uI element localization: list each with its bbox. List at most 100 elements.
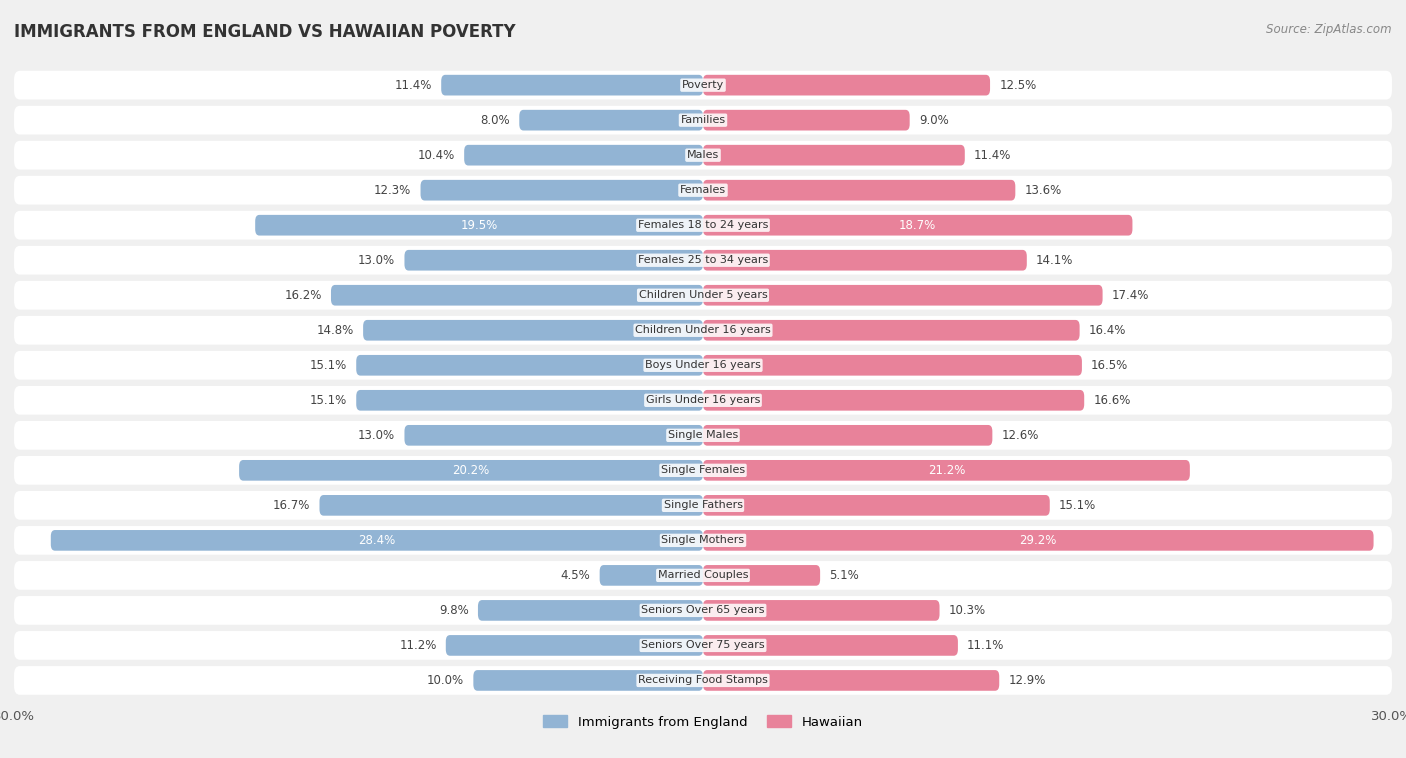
Text: 13.0%: 13.0% [359, 254, 395, 267]
FancyBboxPatch shape [14, 491, 1392, 520]
Text: 11.4%: 11.4% [395, 79, 432, 92]
FancyBboxPatch shape [14, 246, 1392, 274]
Text: 29.2%: 29.2% [1019, 534, 1057, 547]
FancyBboxPatch shape [14, 561, 1392, 590]
FancyBboxPatch shape [446, 635, 703, 656]
Text: 17.4%: 17.4% [1112, 289, 1149, 302]
FancyBboxPatch shape [14, 281, 1392, 309]
Text: IMMIGRANTS FROM ENGLAND VS HAWAIIAN POVERTY: IMMIGRANTS FROM ENGLAND VS HAWAIIAN POVE… [14, 23, 516, 41]
Text: 20.2%: 20.2% [453, 464, 489, 477]
FancyBboxPatch shape [14, 526, 1392, 555]
FancyBboxPatch shape [239, 460, 703, 481]
FancyBboxPatch shape [14, 421, 1392, 449]
FancyBboxPatch shape [703, 495, 1050, 515]
Text: Females 18 to 24 years: Females 18 to 24 years [638, 221, 768, 230]
FancyBboxPatch shape [363, 320, 703, 340]
FancyBboxPatch shape [703, 75, 990, 96]
Text: 11.4%: 11.4% [974, 149, 1011, 161]
Text: 16.2%: 16.2% [284, 289, 322, 302]
Text: 12.9%: 12.9% [1008, 674, 1046, 687]
FancyBboxPatch shape [703, 390, 1084, 411]
Text: 19.5%: 19.5% [461, 219, 498, 232]
FancyBboxPatch shape [519, 110, 703, 130]
Text: 16.7%: 16.7% [273, 499, 311, 512]
Text: Boys Under 16 years: Boys Under 16 years [645, 360, 761, 370]
FancyBboxPatch shape [356, 355, 703, 376]
Text: 13.6%: 13.6% [1025, 183, 1062, 196]
FancyBboxPatch shape [703, 250, 1026, 271]
FancyBboxPatch shape [703, 110, 910, 130]
Text: 13.0%: 13.0% [359, 429, 395, 442]
Text: Seniors Over 65 years: Seniors Over 65 years [641, 606, 765, 615]
Text: Females 25 to 34 years: Females 25 to 34 years [638, 255, 768, 265]
FancyBboxPatch shape [703, 355, 1083, 376]
FancyBboxPatch shape [703, 285, 1102, 305]
Legend: Immigrants from England, Hawaiian: Immigrants from England, Hawaiian [538, 709, 868, 734]
FancyBboxPatch shape [464, 145, 703, 165]
FancyBboxPatch shape [14, 316, 1392, 345]
FancyBboxPatch shape [441, 75, 703, 96]
Text: 12.3%: 12.3% [374, 183, 412, 196]
Text: Receiving Food Stamps: Receiving Food Stamps [638, 675, 768, 685]
FancyBboxPatch shape [474, 670, 703, 691]
FancyBboxPatch shape [14, 106, 1392, 134]
FancyBboxPatch shape [14, 631, 1392, 659]
Text: 14.8%: 14.8% [316, 324, 354, 337]
Text: Single Mothers: Single Mothers [661, 535, 745, 545]
Text: 10.0%: 10.0% [427, 674, 464, 687]
Text: 12.6%: 12.6% [1001, 429, 1039, 442]
FancyBboxPatch shape [703, 530, 1374, 551]
Text: 9.8%: 9.8% [439, 604, 468, 617]
FancyBboxPatch shape [14, 666, 1392, 695]
FancyBboxPatch shape [14, 141, 1392, 170]
Text: Single Males: Single Males [668, 431, 738, 440]
Text: 12.5%: 12.5% [1000, 79, 1036, 92]
FancyBboxPatch shape [405, 250, 703, 271]
FancyBboxPatch shape [330, 285, 703, 305]
Text: 11.1%: 11.1% [967, 639, 1004, 652]
Text: Males: Males [688, 150, 718, 160]
FancyBboxPatch shape [405, 425, 703, 446]
Text: Children Under 5 years: Children Under 5 years [638, 290, 768, 300]
Text: 16.5%: 16.5% [1091, 359, 1129, 371]
FancyBboxPatch shape [703, 180, 1015, 201]
FancyBboxPatch shape [256, 215, 703, 236]
Text: 15.1%: 15.1% [309, 394, 347, 407]
Text: Poverty: Poverty [682, 80, 724, 90]
FancyBboxPatch shape [703, 670, 1000, 691]
Text: Children Under 16 years: Children Under 16 years [636, 325, 770, 335]
FancyBboxPatch shape [703, 600, 939, 621]
Text: 10.4%: 10.4% [418, 149, 456, 161]
FancyBboxPatch shape [703, 635, 957, 656]
FancyBboxPatch shape [319, 495, 703, 515]
FancyBboxPatch shape [703, 565, 820, 586]
Text: Females: Females [681, 185, 725, 196]
Text: Seniors Over 75 years: Seniors Over 75 years [641, 641, 765, 650]
FancyBboxPatch shape [14, 596, 1392, 625]
FancyBboxPatch shape [420, 180, 703, 201]
FancyBboxPatch shape [14, 351, 1392, 380]
FancyBboxPatch shape [14, 70, 1392, 99]
FancyBboxPatch shape [51, 530, 703, 551]
FancyBboxPatch shape [478, 600, 703, 621]
FancyBboxPatch shape [703, 320, 1080, 340]
Text: Single Females: Single Females [661, 465, 745, 475]
FancyBboxPatch shape [703, 425, 993, 446]
Text: 18.7%: 18.7% [898, 219, 936, 232]
Text: 16.6%: 16.6% [1094, 394, 1130, 407]
Text: 10.3%: 10.3% [949, 604, 986, 617]
FancyBboxPatch shape [14, 456, 1392, 484]
Text: Source: ZipAtlas.com: Source: ZipAtlas.com [1267, 23, 1392, 36]
Text: Single Fathers: Single Fathers [664, 500, 742, 510]
Text: 16.4%: 16.4% [1088, 324, 1126, 337]
FancyBboxPatch shape [14, 386, 1392, 415]
FancyBboxPatch shape [703, 460, 1189, 481]
Text: 8.0%: 8.0% [481, 114, 510, 127]
Text: 28.4%: 28.4% [359, 534, 395, 547]
Text: 14.1%: 14.1% [1036, 254, 1073, 267]
Text: 5.1%: 5.1% [830, 569, 859, 582]
FancyBboxPatch shape [703, 145, 965, 165]
FancyBboxPatch shape [14, 211, 1392, 240]
FancyBboxPatch shape [14, 176, 1392, 205]
Text: Married Couples: Married Couples [658, 570, 748, 581]
